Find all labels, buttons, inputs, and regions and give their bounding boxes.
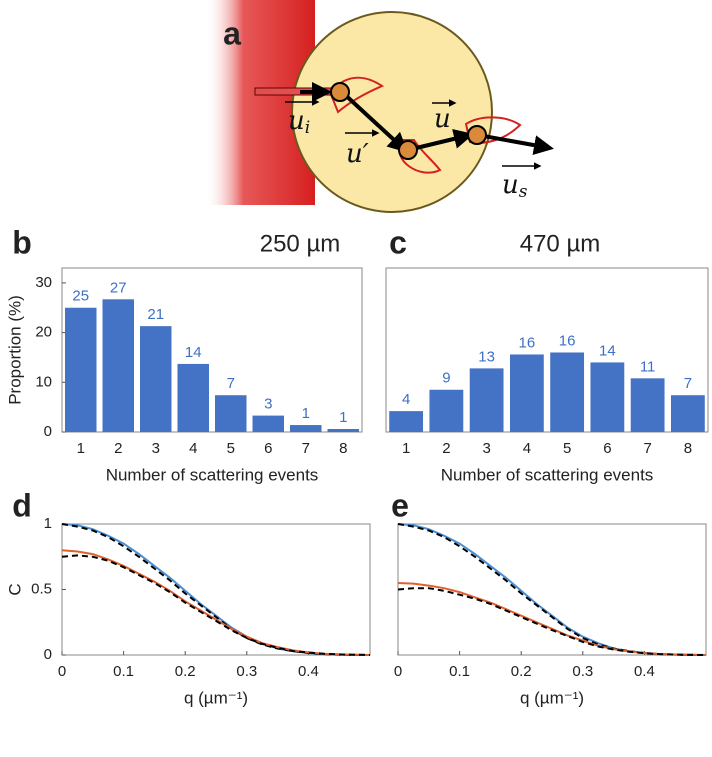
x-tick-label: 1: [402, 440, 410, 457]
x-tick-label: 1: [77, 440, 85, 457]
bar: [65, 307, 97, 432]
arrow: [407, 129, 474, 152]
y-tick-label: 0: [44, 423, 52, 440]
x-tick-label: 0.2: [175, 663, 196, 680]
scatterer: [330, 82, 350, 102]
vector-label: ui: [288, 106, 310, 138]
value-label: 14: [599, 342, 616, 359]
x-tick-label: 8: [339, 440, 347, 457]
x-tick-label: 0: [58, 663, 66, 680]
y-axis-label: C: [5, 583, 24, 595]
bar: [630, 378, 665, 432]
value-label: 7: [227, 375, 235, 392]
value-label: 3: [264, 396, 272, 413]
bar: [177, 363, 209, 432]
y-tick-label: 20: [35, 324, 52, 341]
panel-label: e: [391, 487, 409, 523]
arrow: [340, 90, 408, 153]
x-tick-label: 6: [264, 440, 272, 457]
vector-label: us: [502, 170, 528, 202]
value-label: 4: [402, 391, 410, 408]
bar: [429, 389, 464, 432]
panel-a: a ui u′ u us: [205, 0, 554, 213]
value-label: 16: [559, 332, 576, 349]
panel-label: d: [12, 487, 32, 523]
panel-label: c: [389, 224, 407, 260]
y-tick-label: 0: [44, 646, 52, 663]
x-tick-label: 0.1: [449, 663, 470, 680]
phase-function: [328, 76, 385, 114]
series-line: [61, 554, 371, 656]
scatterer: [398, 140, 418, 160]
bar: [252, 415, 284, 432]
plot-area: [397, 523, 707, 656]
y-tick-label: 0.5: [31, 580, 52, 597]
x-tick-label: 4: [523, 440, 531, 457]
x-tick-label: 7: [302, 440, 310, 457]
x-tick-label: 6: [603, 440, 611, 457]
value-label: 14: [185, 344, 202, 361]
x-axis-label: q (µm⁻¹): [184, 688, 248, 707]
bar: [550, 352, 585, 432]
bar: [469, 368, 504, 432]
x-tick-label: 0.1: [113, 663, 134, 680]
x-tick-label: 0.2: [511, 663, 532, 680]
x-tick-label: 0.3: [572, 663, 593, 680]
arrow: [477, 133, 554, 155]
x-tick-label: 0.4: [298, 663, 319, 680]
panel-label: a: [223, 15, 241, 51]
bar: [102, 299, 134, 432]
x-tick-label: 3: [152, 440, 160, 457]
x-tick-label: 2: [442, 440, 450, 457]
vector-label: u′: [346, 139, 369, 169]
x-tick-label: 3: [482, 440, 490, 457]
x-tick-label: 5: [563, 440, 571, 457]
chart-title: 250 µm: [260, 230, 341, 257]
y-axis-label: Proportion (%): [5, 295, 24, 405]
value-label: 1: [339, 409, 347, 426]
x-tick-label: 0: [394, 663, 402, 680]
x-tick-label: 0.3: [236, 663, 257, 680]
y-tick-label: 1: [44, 515, 52, 532]
x-axis-label: Number of scattering events: [441, 465, 654, 484]
value-label: 16: [519, 334, 536, 351]
x-tick-label: 5: [227, 440, 235, 457]
value-label: 13: [478, 348, 495, 365]
plot-area: [61, 523, 371, 656]
value-label: 25: [72, 288, 89, 305]
value-label: 1: [302, 405, 310, 422]
series-line: [397, 582, 707, 656]
value-label: 11: [640, 358, 656, 375]
value-label: 9: [442, 370, 450, 387]
series-line: [397, 587, 707, 656]
chart-title: 470 µm: [520, 230, 601, 257]
x-tick-label: 2: [114, 440, 122, 457]
x-axis-label: q (µm⁻¹): [520, 688, 584, 707]
bar: [389, 411, 424, 432]
bar: [509, 354, 544, 432]
series-line: [61, 549, 371, 656]
value-label: 7: [684, 375, 692, 392]
x-tick-label: 7: [643, 440, 651, 457]
bar: [590, 362, 625, 432]
x-tick-label: 8: [684, 440, 692, 457]
y-tick-label: 10: [35, 373, 52, 390]
x-axis-label: Number of scattering events: [106, 465, 319, 484]
panel-label: b: [12, 224, 32, 260]
vector-label: u: [434, 104, 451, 134]
x-tick-label: 4: [189, 440, 197, 457]
value-label: 27: [110, 279, 127, 296]
y-tick-label: 30: [35, 274, 52, 291]
sample: [291, 11, 493, 213]
value-label: 21: [147, 306, 164, 323]
bar: [327, 429, 359, 432]
bar: [290, 425, 322, 432]
bar: [670, 395, 705, 432]
scatterer: [467, 125, 487, 145]
bar: [215, 395, 247, 432]
bar: [140, 326, 172, 432]
x-tick-label: 0.4: [634, 663, 655, 680]
